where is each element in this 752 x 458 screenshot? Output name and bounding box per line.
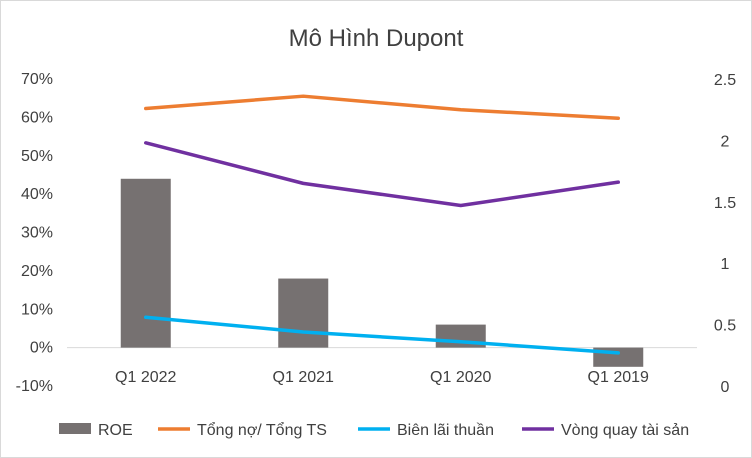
legend-label: Vòng quay tài sản [561,422,689,439]
roe-bar [120,178,171,348]
asset-turnover-line [144,141,620,208]
legend-label: Biên lãi thuần [397,422,494,439]
y-left-tick-label: 0% [30,340,53,357]
legend-label: ROE [98,422,133,439]
legend-swatch [59,423,91,434]
roe-bar [278,278,329,348]
category-label: Q1 2020 [430,369,491,386]
chart-title: Mô Hình Dupont [289,25,464,52]
bar-series [120,178,644,367]
category-label: Q1 2022 [115,369,176,386]
y-right-tick-label: 2 [721,133,730,150]
line-series [144,94,620,355]
category-label: Q1 2019 [588,369,649,386]
y-right-tick-label: 0 [721,379,730,396]
category-label: Q1 2021 [273,369,334,386]
net-margin-line [144,315,620,355]
y-left-tick-label: 10% [21,301,53,318]
debt-ratio-line [144,94,620,121]
y-right-tick-label: 0.5 [714,318,736,335]
y-left-tick-label: 60% [21,109,53,126]
y-left-tick-label: -10% [16,378,53,395]
axes: -10% 0% 10% 20% 30% 40% 50% 60% 70% 0 0.5 1 1.5 2 2.5 Q… [16,71,737,396]
y-right-tick-label: 2.5 [714,72,736,89]
y-right-tick-label: 1 [721,256,730,273]
y-left-tick-label: 50% [21,148,53,165]
y-right-tick-label: 1.5 [714,195,736,212]
y-left-tick-label: 40% [21,186,53,203]
legend-label: Tổng nợ/ Tổng TS [197,421,327,439]
y-left-tick-label: 70% [21,71,53,88]
y-left-tick-label: 30% [21,225,53,242]
legend: ROE Tổng nợ/ Tổng TS Biên lãi thuần Vòng qu… [59,421,689,439]
y-left-tick-label: 20% [21,263,53,280]
